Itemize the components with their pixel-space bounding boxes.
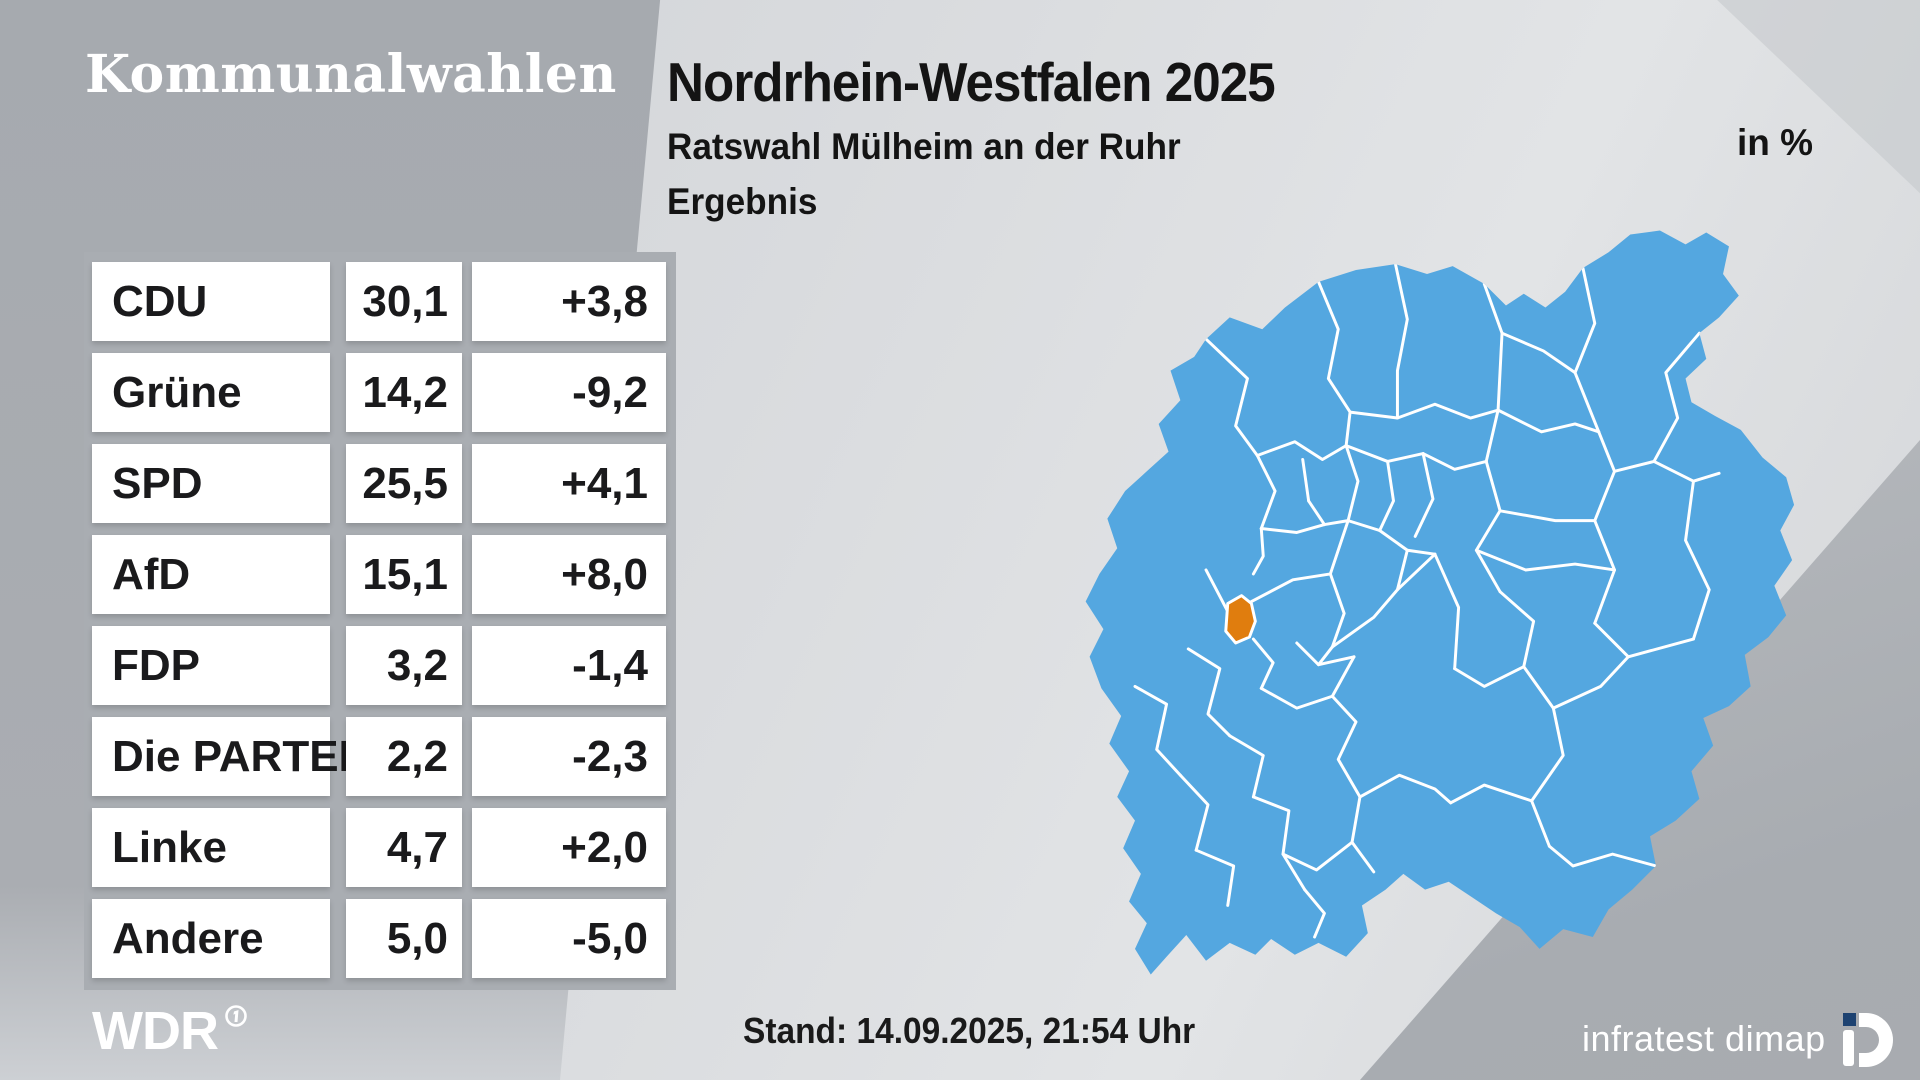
value-cell: 25,5 xyxy=(346,444,462,523)
page-title: Nordrhein-Westfalen 2025 xyxy=(667,51,1276,113)
change-cell: +3,8 xyxy=(472,262,666,341)
page-subtitle: Ratswahl Mülheim an der Ruhr xyxy=(667,126,1181,167)
value-cell: 2,2 xyxy=(346,717,462,796)
unit-label: in % xyxy=(1737,122,1814,163)
status-timestamp: Stand: 14.09.2025, 21:54 Uhr xyxy=(743,1010,1196,1051)
party-cell: Grüne xyxy=(92,353,330,432)
party-cell: AfD xyxy=(92,535,330,614)
wdr-wordmark: WDR xyxy=(92,1001,219,1061)
change-cell: -9,2 xyxy=(472,353,666,432)
infratest-dimap-logo: infratest dimap xyxy=(1582,1012,1894,1070)
background-band-topright xyxy=(1717,0,1920,194)
party-cell: CDU xyxy=(92,262,330,341)
wdr-logo: WDR xyxy=(92,1000,248,1062)
change-cell: +8,0 xyxy=(472,535,666,614)
infratest-dimap-wordmark: infratest dimap xyxy=(1582,1018,1826,1059)
party-cell: FDP xyxy=(92,626,330,705)
party-cell: Linke xyxy=(92,808,330,887)
nrw-map xyxy=(1060,222,1800,988)
value-cell: 3,2 xyxy=(346,626,462,705)
nrw-map-svg xyxy=(1085,230,1795,975)
change-cell: +4,1 xyxy=(472,444,666,523)
party-cell: Andere xyxy=(92,899,330,978)
change-cell: -1,4 xyxy=(472,626,666,705)
district-borders xyxy=(1133,262,1721,939)
results-table: CDU 30,1 +3,8 Grüne 14,2 -9,2 SPD 25,5 +… xyxy=(84,252,676,990)
ard-circle-icon xyxy=(225,1005,247,1027)
infratest-dimap-square xyxy=(1842,1013,1856,1026)
highlighted-district-muelheim xyxy=(1224,594,1257,645)
change-cell: -2,3 xyxy=(472,717,666,796)
change-cell: +2,0 xyxy=(472,808,666,887)
value-cell: 4,7 xyxy=(346,808,462,887)
value-cell: 30,1 xyxy=(346,262,462,341)
value-cell: 14,2 xyxy=(346,353,462,432)
program-kicker: Kommunalwahlen xyxy=(85,44,617,105)
value-cell: 5,0 xyxy=(346,899,462,978)
state-shape xyxy=(1085,230,1795,975)
value-cell: 15,1 xyxy=(346,535,462,614)
party-cell: SPD xyxy=(92,444,330,523)
page-subtitle-result: Ergebnis xyxy=(667,181,818,222)
infratest-dimap-icon xyxy=(1842,1013,1893,1067)
change-cell: -5,0 xyxy=(472,899,666,978)
party-cell: Die PARTEI xyxy=(92,717,351,796)
